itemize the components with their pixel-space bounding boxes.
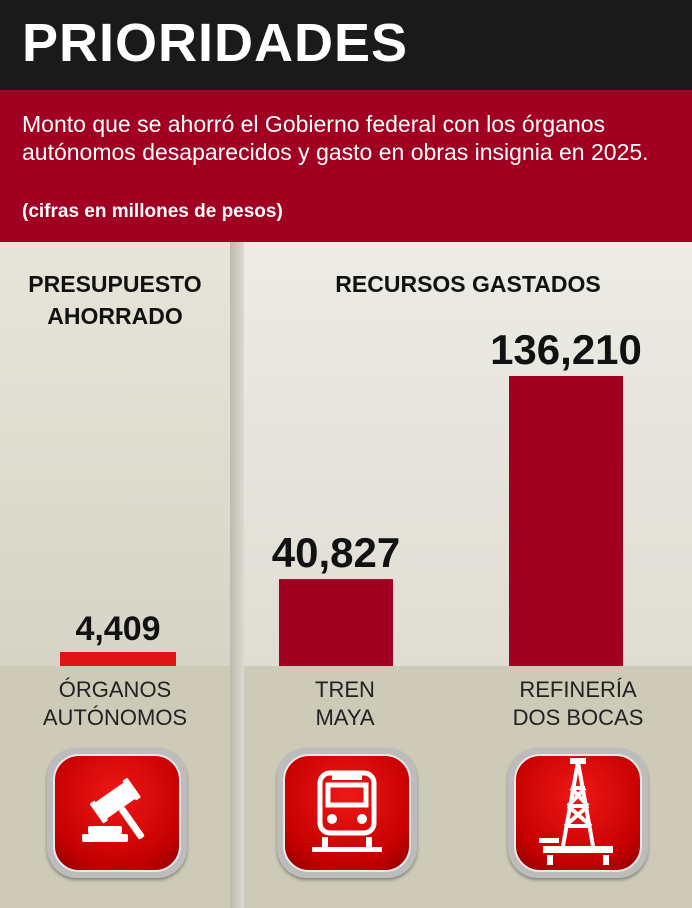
header-bar: PRIORIDADES <box>0 0 692 90</box>
train-icon <box>312 770 382 852</box>
left-panel <box>0 242 230 666</box>
units-note: (cifras en millones de pesos) <box>22 201 283 222</box>
category-label-line2: DOS BOCAS <box>512 705 644 730</box>
category-label: TREN MAYA <box>245 676 445 732</box>
train-icon-tile <box>277 748 417 878</box>
gavel-icon-tile <box>47 748 187 878</box>
category-label-line2: AUTÓNOMOS <box>42 705 188 730</box>
category-label-line1: REFINERÍA <box>519 677 637 702</box>
category-label-line2: MAYA <box>315 705 375 730</box>
category-label: REFINERÍA DOS BOCAS <box>478 676 678 732</box>
page-title: PRIORIDADES <box>22 13 409 73</box>
oil-rig-icon-tile <box>508 748 648 878</box>
subtitle: Monto que se ahorró el Gobierno federal … <box>22 111 649 165</box>
category-label-line1: TREN <box>315 677 375 702</box>
oil-rig-icon <box>539 758 613 865</box>
right-panel <box>244 242 692 666</box>
gavel-icon <box>82 777 145 842</box>
left-section-title: PRESUPUESTO AHORRADO <box>28 271 202 329</box>
category-label: ÓRGANOS AUTÓNOMOS <box>15 676 215 732</box>
category-label-line1: ÓRGANOS <box>58 677 172 702</box>
subheader-band <box>0 90 692 242</box>
right-section-title: RECURSOS GASTADOS <box>335 271 601 297</box>
panel-divider <box>230 242 244 908</box>
